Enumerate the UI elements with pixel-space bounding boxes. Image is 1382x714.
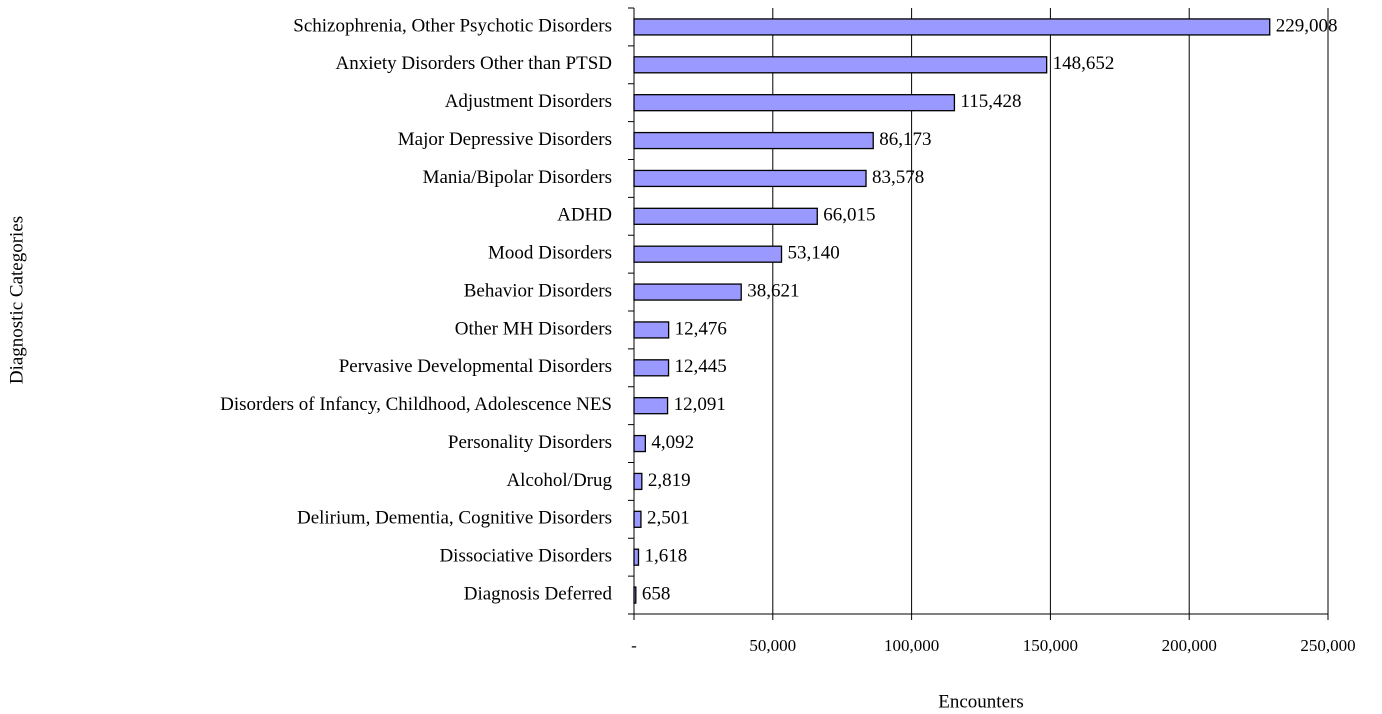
y-tick-label: Diagnosis Deferred bbox=[464, 583, 613, 604]
y-tick-label: Major Depressive Disorders bbox=[398, 129, 612, 150]
value-label: 148,652 bbox=[1053, 53, 1115, 74]
bar bbox=[633, 131, 874, 150]
x-tick-label: 200,000 bbox=[1162, 636, 1217, 655]
y-tick-label: Mania/Bipolar Disorders bbox=[423, 167, 612, 188]
value-label: 38,621 bbox=[747, 280, 799, 301]
y-tick-label: Alcohol/Drug bbox=[506, 470, 612, 491]
y-tick-label: Adjustment Disorders bbox=[445, 91, 612, 112]
y-tick-label: Disorders of Infancy, Childhood, Adolesc… bbox=[220, 394, 612, 415]
y-tick-label: ADHD bbox=[557, 205, 612, 226]
value-label: 83,578 bbox=[872, 167, 924, 188]
bar bbox=[633, 586, 637, 604]
value-label: 53,140 bbox=[788, 243, 840, 264]
x-tick-label: - bbox=[631, 636, 637, 655]
y-tick-label: Delirium, Dementia, Cognitive Disorders bbox=[297, 508, 612, 529]
value-label: 2,501 bbox=[647, 508, 690, 529]
bar bbox=[633, 18, 1271, 36]
value-label: 86,173 bbox=[879, 129, 931, 150]
y-tick-label: Anxiety Disorders Other than PTSD bbox=[335, 53, 612, 74]
y-tick-label: Other MH Disorders bbox=[455, 318, 612, 339]
bar bbox=[633, 207, 818, 225]
y-tick-label: Pervasive Developmental Disorders bbox=[339, 356, 612, 377]
bar bbox=[633, 510, 642, 528]
x-tick-label: 50,000 bbox=[749, 636, 796, 655]
bar bbox=[633, 283, 742, 301]
value-label: 66,015 bbox=[823, 205, 875, 226]
x-tick-label: 250,000 bbox=[1300, 636, 1355, 655]
x-tick-label: 100,000 bbox=[884, 636, 939, 655]
bar bbox=[633, 169, 867, 188]
value-label: 658 bbox=[642, 583, 671, 604]
value-label: 12,445 bbox=[675, 356, 727, 377]
value-label: 229,008 bbox=[1276, 15, 1338, 36]
value-label: 1,618 bbox=[644, 546, 687, 567]
y-tick-label: Behavior Disorders bbox=[464, 280, 612, 301]
bar bbox=[633, 56, 1048, 74]
y-axis-label: Diagnostic Categories bbox=[6, 216, 27, 384]
value-label: 115,428 bbox=[960, 91, 1021, 112]
x-tick-label: 150,000 bbox=[1023, 636, 1078, 655]
y-tick-label: Personality Disorders bbox=[448, 432, 612, 453]
bar bbox=[633, 321, 670, 339]
x-axis-label: Encounters bbox=[938, 691, 1023, 712]
bar bbox=[633, 472, 643, 491]
bar bbox=[633, 548, 640, 566]
value-label: 12,476 bbox=[675, 318, 727, 339]
bar bbox=[633, 397, 669, 415]
value-label: 4,092 bbox=[651, 432, 694, 453]
bar bbox=[633, 359, 670, 377]
value-label: 2,819 bbox=[648, 470, 691, 491]
y-tick-label: Mood Disorders bbox=[488, 243, 612, 264]
bar bbox=[633, 245, 783, 263]
value-label: 12,091 bbox=[674, 394, 726, 415]
y-tick-label: Dissociative Disorders bbox=[439, 546, 612, 567]
bar bbox=[633, 94, 956, 112]
y-tick-label: Schizophrenia, Other Psychotic Disorders bbox=[293, 15, 612, 36]
bar bbox=[633, 434, 647, 453]
